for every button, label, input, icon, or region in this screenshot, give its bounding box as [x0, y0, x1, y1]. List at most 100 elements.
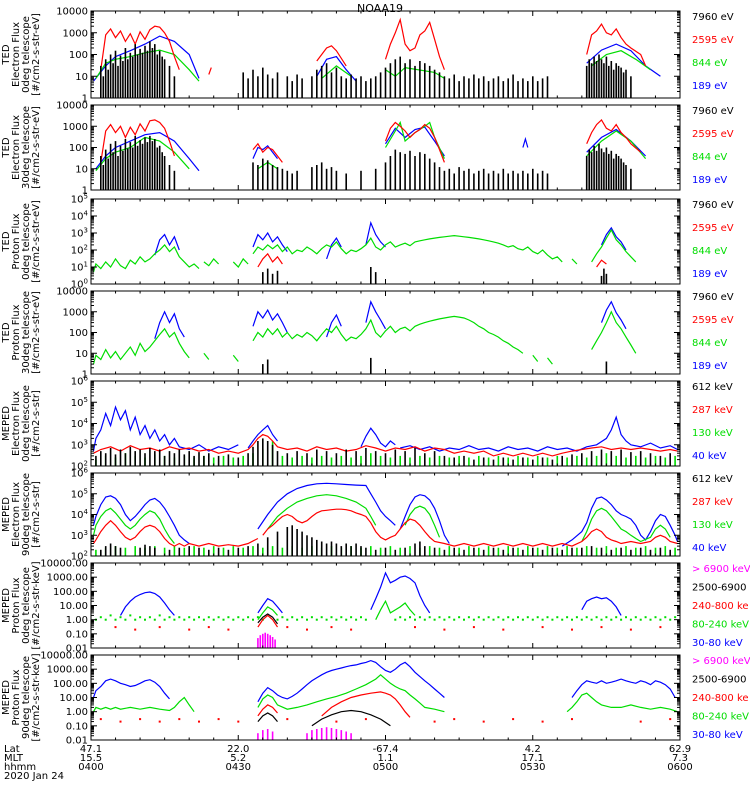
- series-point: [620, 618, 623, 621]
- series-point: [139, 616, 142, 619]
- series-line: [92, 405, 239, 452]
- series-point: [320, 616, 323, 619]
- series-point: [198, 616, 200, 619]
- series-line: [600, 300, 627, 330]
- series-point: [634, 616, 637, 619]
- series-line: [370, 571, 431, 614]
- time-row-label-lat: Lat: [4, 744, 20, 755]
- legend-entry: 2595 eV: [692, 129, 734, 140]
- legend-entry: 2595 eV: [692, 35, 734, 46]
- series-point: [153, 618, 156, 621]
- series-point: [360, 616, 362, 619]
- series-line: [311, 709, 391, 727]
- series-point: [492, 618, 495, 621]
- series-point: [654, 616, 657, 619]
- series-line: [326, 236, 342, 260]
- y-axis-label: TED: [1, 231, 12, 252]
- y-axis-label: 0deg telescope: [21, 16, 32, 93]
- legend-entry: 189 eV: [692, 175, 727, 186]
- series-line: [591, 50, 651, 71]
- series-point: [364, 718, 367, 721]
- series-point: [521, 618, 524, 621]
- y-tick-label: 101: [71, 261, 88, 274]
- series-point: [286, 626, 289, 629]
- y-axis-label: TED: [1, 137, 12, 158]
- series-line: [384, 17, 445, 70]
- legend-entry: > 6900 keV: [692, 564, 750, 575]
- series-point: [659, 618, 662, 621]
- legend-entry: 844 eV: [692, 152, 727, 163]
- series-point: [433, 720, 436, 723]
- y-tick-label: 10.00: [59, 693, 88, 704]
- series-point: [551, 618, 554, 621]
- series-point: [202, 618, 205, 621]
- y-tick-label: 10000: [56, 7, 88, 18]
- series-point: [448, 616, 451, 619]
- y-tick-label: 0.01: [66, 736, 88, 747]
- series-point: [595, 616, 598, 619]
- legend-entry: 80-240 keV: [692, 620, 749, 631]
- series-point: [291, 616, 294, 619]
- series-point: [556, 616, 559, 619]
- series-point: [625, 616, 627, 619]
- time-mlt-value: 17.1: [522, 753, 544, 764]
- y-axis-label: Proton Flux: [11, 304, 22, 360]
- y-tick-label: 103: [71, 438, 88, 451]
- y-axis-label: TED: [1, 44, 12, 65]
- panel-plot-area: [92, 220, 637, 284]
- y-tick-label: 106: [71, 375, 89, 388]
- y-axis-label: MEPED: [1, 680, 12, 715]
- series-point: [414, 626, 416, 629]
- series-line: [404, 505, 441, 538]
- legend-entry: 189 eV: [692, 361, 727, 372]
- series-point: [310, 616, 313, 619]
- panel-frame: [90, 198, 681, 285]
- y-tick-label: 0.01: [66, 644, 88, 655]
- series-line: [257, 482, 396, 530]
- series-point: [477, 616, 480, 619]
- series-point: [256, 616, 259, 619]
- series-point: [482, 618, 485, 621]
- time-lat-value: 22.0: [227, 744, 249, 755]
- time-lat-value: 4.2: [525, 744, 541, 755]
- series-line: [257, 614, 279, 628]
- series-point: [526, 616, 529, 619]
- series-point: [497, 616, 500, 619]
- y-axis-label: [#/cm2-s-str-eV]: [31, 200, 42, 283]
- series-line: [257, 597, 283, 614]
- series-point: [217, 718, 220, 721]
- series-point: [109, 614, 112, 617]
- series-point: [281, 616, 284, 619]
- y-axis-label: Electron Flux: [11, 391, 22, 456]
- legend-entry: 189 eV: [692, 81, 727, 92]
- panel-1: 1 10 100 1000 10000 TED Electron Flux 0deg tele…: [1, 7, 734, 105]
- series-point: [571, 718, 573, 721]
- series-point: [394, 618, 397, 621]
- series-line: [252, 144, 278, 159]
- series-line: [247, 424, 278, 449]
- series-line: [400, 415, 678, 452]
- panel-frame: [90, 562, 681, 649]
- time-row-label-hhmm: hhmm: [4, 762, 36, 773]
- series-point: [119, 720, 122, 723]
- series-point: [615, 616, 618, 619]
- y-axis-label: Electron Flux: [11, 22, 22, 87]
- series-point: [178, 718, 181, 721]
- series-line: [252, 231, 288, 252]
- series-line: [571, 258, 578, 265]
- y-axis-label: MEPED: [1, 406, 12, 441]
- legend-entry: 2500-6900: [692, 675, 747, 686]
- y-tick-label: 10: [75, 349, 88, 360]
- series-point: [423, 618, 426, 621]
- series-point: [193, 618, 196, 621]
- y-axis-label: Electron Flux: [11, 115, 22, 180]
- y-axis-label: 30deg telescope: [21, 291, 32, 374]
- series-point: [315, 618, 318, 621]
- series-point: [158, 626, 161, 629]
- series-point: [99, 616, 102, 619]
- series-point: [296, 618, 299, 621]
- series-line: [586, 128, 647, 157]
- y-axis-label: [#/cm2-s-str]: [31, 481, 42, 548]
